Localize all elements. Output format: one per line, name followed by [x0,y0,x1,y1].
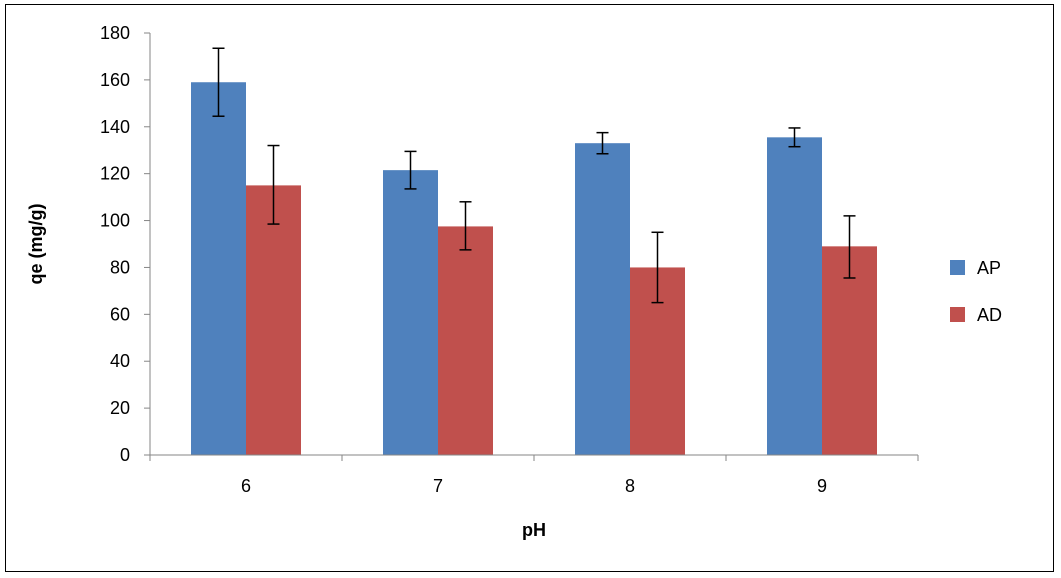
bars [191,82,877,456]
bar-ap-9 [767,137,822,456]
y-tick-label: 140 [100,117,130,137]
legend-label-ap: AP [977,258,1001,278]
y-axis-title: qe (mg/g) [26,204,46,285]
legend: AP AD [950,258,1002,325]
error-bars [212,47,856,304]
y-tick-label: 120 [100,164,130,184]
y-tick-label: 40 [110,351,130,371]
chart-frame [5,4,1054,572]
legend-label-ad: AD [977,305,1002,325]
bar-ad-7 [438,226,493,455]
x-tick-label: 6 [241,476,251,496]
legend-swatch-ap [950,260,965,275]
x-tick-label: 7 [433,476,443,496]
y-tick-label: 100 [100,211,130,231]
y-axis-ticks: 0 20 40 60 80 100 120 140 160 180 [100,23,150,465]
bar-ad-6 [246,185,301,455]
bar-ap-6 [191,82,246,455]
x-tick-label: 9 [817,476,827,496]
bar-ap-8 [575,143,630,455]
bar-ap-7 [383,170,438,455]
y-tick-label: 0 [120,445,130,465]
bar-ad-9 [822,246,877,455]
y-tick-label: 80 [110,257,130,277]
y-tick-label: 160 [100,70,130,90]
x-tick-label: 8 [625,476,635,496]
legend-swatch-ad [950,307,965,322]
y-tick-label: 20 [110,398,130,418]
x-axis-tick-labels: 6 7 8 9 [149,455,919,496]
y-tick-label: 180 [100,23,130,43]
y-tick-label: 60 [110,304,130,324]
x-axis-title: pH [522,520,546,540]
